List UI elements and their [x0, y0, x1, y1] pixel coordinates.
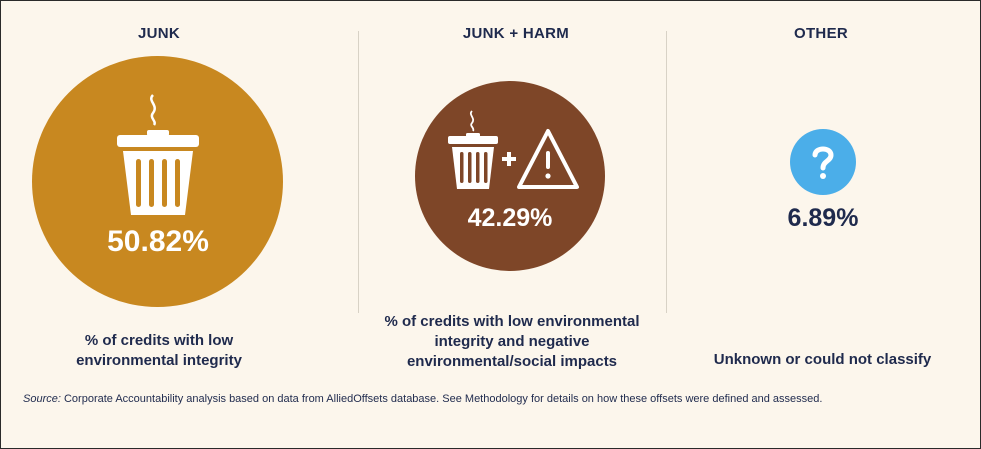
- junk-value: 50.82%: [107, 225, 209, 258]
- junk-caption: % of credits with low environmental inte…: [41, 331, 277, 371]
- other-heading: OTHER: [794, 25, 848, 42]
- source-label: Source:: [23, 393, 61, 405]
- junk-heading: JUNK: [137, 25, 181, 42]
- junk-harm-value: 42.29%: [467, 204, 553, 232]
- column-divider: [358, 31, 359, 313]
- source-note: Source: Corporate Accountability analysi…: [23, 393, 822, 405]
- caption-line: environmental integrity: [76, 352, 242, 369]
- junk-harm-caption: % of credits with low environmental inte…: [358, 312, 666, 372]
- caption-line: % of credits with low: [84, 332, 234, 349]
- question-mark-icon: [812, 146, 834, 179]
- other-value: 6.89%: [787, 204, 859, 232]
- source-text: Corporate Accountability analysis based …: [60, 393, 823, 405]
- junk-harm-heading: JUNK + HARM: [462, 25, 570, 42]
- column-divider: [666, 31, 667, 313]
- trash-can-icon: [117, 94, 199, 215]
- caption-line: % of credits with low environmental: [384, 313, 640, 330]
- other-caption: Unknown or could not classify: [681, 350, 964, 370]
- caption-line: environmental/social impacts: [406, 353, 618, 370]
- caption-line: Unknown or could not classify: [713, 351, 932, 368]
- caption-line: integrity and negative: [434, 333, 590, 350]
- trash-can-plus-warning-icon: [448, 110, 579, 189]
